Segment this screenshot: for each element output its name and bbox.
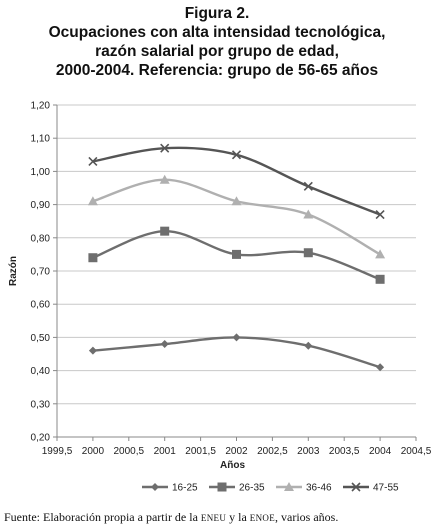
x-tick-label: 2004,5: [401, 446, 432, 457]
chart-title-line-3: 2000-2004. Referencia: grupo de 56-65 añ…: [55, 62, 379, 79]
x-tick-label: 2000,5: [114, 446, 145, 457]
source-middle: y la: [226, 510, 250, 524]
x-tick-label: 1999,5: [42, 446, 73, 457]
data-point-47-55-2003: [303, 181, 313, 191]
x-tick-label: 2003,5: [329, 446, 360, 457]
x-axis-title: Años: [220, 460, 245, 471]
figure-label: Figura 2.: [184, 5, 250, 22]
legend-label-47-55: 47-55: [373, 483, 399, 494]
data-point-36-46-2002: [231, 196, 242, 206]
data-point-16-25-2001: [160, 340, 169, 349]
series-line-36-46: [92, 178, 381, 256]
data-point-16-25-2004: [376, 363, 385, 372]
source-abbr-enoe: ENOE: [249, 513, 275, 523]
series-line-16-25: [92, 336, 381, 369]
y-tick-label: 1,20: [31, 101, 51, 112]
data-point-47-55-2000: [88, 156, 98, 167]
legend-marker-26-35: [217, 482, 227, 492]
x-tick-label: 2001: [154, 446, 177, 457]
data-point-36-46-2003: [303, 209, 314, 219]
y-tick-label: 1,10: [31, 134, 51, 145]
y-tick-label: 0,20: [31, 433, 51, 444]
legend-marker-16-25: [151, 483, 159, 491]
x-tick-label: 2000: [82, 446, 105, 457]
data-point-36-46-2001: [159, 174, 170, 184]
source-abbr-eneu: ENEU: [200, 513, 227, 523]
source-prefix: Fuente: Elaboración propia a partir de l…: [4, 510, 201, 524]
data-point-26-35-2003: [303, 248, 313, 258]
x-tick-label: 2003: [297, 446, 320, 457]
data-point-47-55-2004: [375, 209, 385, 220]
data-point-16-25-2002: [232, 333, 241, 342]
data-point-26-35-2002: [232, 249, 241, 259]
data-point-16-25-2000: [88, 346, 97, 355]
legend-label-26-35: 26-35: [239, 483, 265, 494]
x-tick-label: 2002,5: [257, 446, 288, 457]
line-chart: 0,20 0,30 0,40 0,50 0,60 0,70 0,80 0,90 1,00 1,10…: [8, 101, 432, 494]
y-axis-title: Razón: [8, 256, 19, 286]
data-point-26-35-2000: [88, 253, 98, 263]
y-tick-label: 0,40: [31, 366, 51, 377]
y-tick-label: 0,50: [31, 333, 51, 344]
y-tick-label: 0,90: [31, 200, 51, 211]
x-tick-label: 2002: [225, 446, 248, 457]
data-point-36-46-2004: [375, 249, 386, 259]
data-point-26-35-2001: [160, 226, 170, 236]
y-tick-label: 0,60: [31, 300, 51, 311]
chart-title-line-2: razón salarial por grupo de edad,: [95, 43, 339, 60]
data-point-16-25-2003: [304, 341, 313, 350]
x-tick-label: 2004: [369, 446, 392, 457]
legend-marker-47-55: [351, 482, 361, 492]
data-point-36-46-2000: [87, 196, 98, 206]
title-block: Figura 2. Ocupaciones con alta intensida…: [0, 4, 434, 80]
chart-title-line-1: Ocupaciones con alta intensidad tecnológ…: [48, 24, 386, 41]
legend-marker-36-46: [284, 482, 294, 491]
y-tick-label: 0,30: [31, 399, 51, 410]
data-point-26-35-2004: [375, 274, 385, 284]
y-tick-label: 0,70: [31, 267, 51, 278]
y-tick-label: 1,00: [31, 167, 51, 178]
y-tick-label: 0,80: [31, 233, 51, 244]
data-point-47-55-2001: [160, 143, 170, 153]
legend-label-16-25: 16-25: [172, 483, 198, 494]
source-note: Fuente: Elaboración propia a partir de l…: [4, 510, 434, 525]
data-point-47-55-2002: [231, 150, 242, 160]
x-tick-label: 2001,5: [185, 446, 216, 457]
source-suffix: , varios años.: [275, 510, 339, 524]
legend-label-36-46: 36-46: [306, 483, 332, 494]
